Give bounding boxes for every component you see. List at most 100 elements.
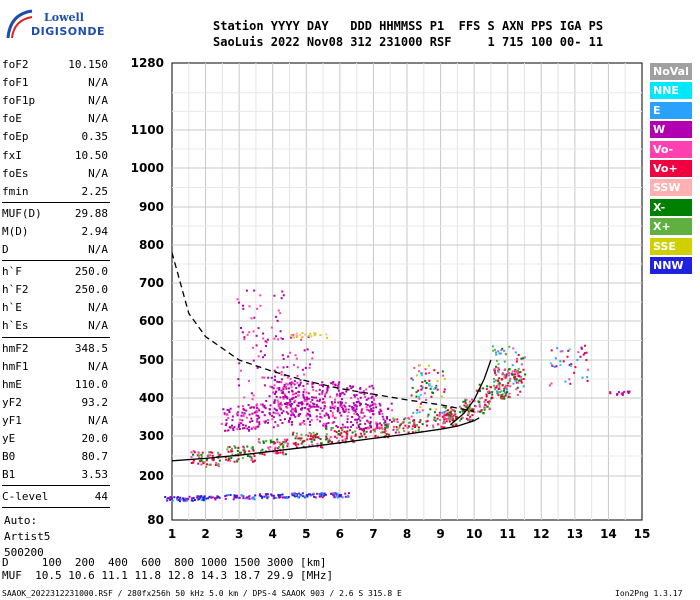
- echo-point: [310, 435, 313, 438]
- echo-point: [293, 401, 296, 404]
- echo-point: [331, 414, 334, 417]
- echo-point: [284, 496, 287, 499]
- echo-point: [419, 402, 422, 405]
- echo-point: [315, 408, 318, 411]
- echo-point: [358, 402, 361, 405]
- echo-point: [516, 371, 519, 374]
- echo-point: [337, 389, 340, 392]
- echo-point: [432, 426, 435, 429]
- echo-point: [255, 334, 258, 337]
- echo-point: [381, 428, 384, 431]
- echo-point: [354, 434, 357, 437]
- echo-point: [295, 435, 298, 438]
- echo-point: [363, 415, 366, 418]
- echo-point: [434, 419, 437, 422]
- echo-point: [299, 381, 302, 384]
- echo-point: [455, 423, 458, 426]
- echo-point: [295, 432, 298, 435]
- echo-point: [273, 399, 276, 402]
- echo-point: [223, 412, 226, 415]
- param-value: 0.35: [81, 130, 109, 144]
- echo-point: [224, 497, 227, 500]
- echo-point: [184, 497, 187, 500]
- legend-item: NNW: [650, 257, 692, 274]
- param-label: h`E: [2, 301, 22, 315]
- x-tick-label: 11: [499, 527, 516, 541]
- echo-point: [520, 378, 523, 381]
- echo-point: [277, 401, 280, 404]
- echo-point: [410, 415, 413, 418]
- echo-point: [274, 446, 277, 449]
- echo-point: [429, 387, 432, 390]
- echo-point: [374, 427, 377, 430]
- echo-point: [452, 414, 455, 417]
- echo-point: [307, 392, 310, 395]
- echo-point: [503, 374, 506, 377]
- echo-point: [223, 413, 226, 416]
- echo-point: [303, 373, 306, 376]
- echo-point: [302, 440, 305, 443]
- echo-point: [316, 432, 319, 435]
- echo-point: [286, 406, 289, 409]
- echo-point: [441, 411, 444, 414]
- echo-point: [327, 415, 330, 418]
- echo-point: [494, 379, 497, 382]
- echo-point: [460, 418, 463, 421]
- echo-point: [179, 496, 182, 499]
- param-separator: [2, 485, 110, 487]
- echo-point: [321, 381, 324, 384]
- echo-point: [504, 394, 507, 397]
- echo-point: [282, 443, 285, 446]
- echo-point: [281, 442, 284, 445]
- echo-point: [442, 405, 445, 408]
- echo-point: [369, 392, 372, 395]
- echo-point: [287, 402, 290, 405]
- echo-point: [314, 496, 317, 499]
- echo-point: [289, 417, 292, 420]
- echo-point: [197, 454, 200, 457]
- echo-point: [302, 402, 305, 405]
- echo-point: [369, 420, 372, 423]
- echo-point: [509, 377, 512, 380]
- echo-point: [293, 383, 296, 386]
- echo-point: [319, 334, 322, 337]
- echo-point: [443, 414, 446, 417]
- echo-point: [472, 408, 475, 411]
- echo-point: [324, 493, 327, 496]
- echo-point: [339, 433, 342, 436]
- echo-point: [256, 425, 259, 428]
- echo-point: [246, 445, 249, 448]
- echo-point: [308, 407, 311, 410]
- echo-point: [367, 421, 370, 424]
- echo-point: [286, 365, 289, 368]
- echo-point: [359, 423, 362, 426]
- echo-point: [411, 378, 414, 381]
- echo-point: [336, 406, 339, 409]
- autoscale-info: 500200: [4, 546, 44, 560]
- echo-point: [519, 378, 522, 381]
- echo-point: [307, 434, 310, 437]
- echo-point: [391, 409, 394, 412]
- echo-point: [448, 414, 451, 417]
- echo-point: [201, 460, 204, 463]
- echo-point: [275, 496, 278, 499]
- echo-point: [485, 388, 488, 391]
- echo-point: [263, 414, 266, 417]
- echo-point: [296, 366, 299, 369]
- echo-point: [496, 392, 499, 395]
- echo-point: [279, 494, 282, 497]
- echo-point: [262, 405, 265, 408]
- echo-point: [315, 415, 318, 418]
- echo-point: [443, 422, 446, 425]
- echo-point: [395, 428, 398, 431]
- echo-point: [362, 427, 365, 430]
- echo-point: [283, 418, 286, 421]
- echo-point: [301, 421, 304, 424]
- echo-point: [274, 447, 277, 450]
- echo-point: [436, 380, 439, 383]
- echo-point: [309, 415, 312, 418]
- echo-point: [574, 366, 577, 369]
- echo-point: [497, 379, 500, 382]
- echo-point: [503, 391, 506, 394]
- echo-point: [336, 426, 339, 429]
